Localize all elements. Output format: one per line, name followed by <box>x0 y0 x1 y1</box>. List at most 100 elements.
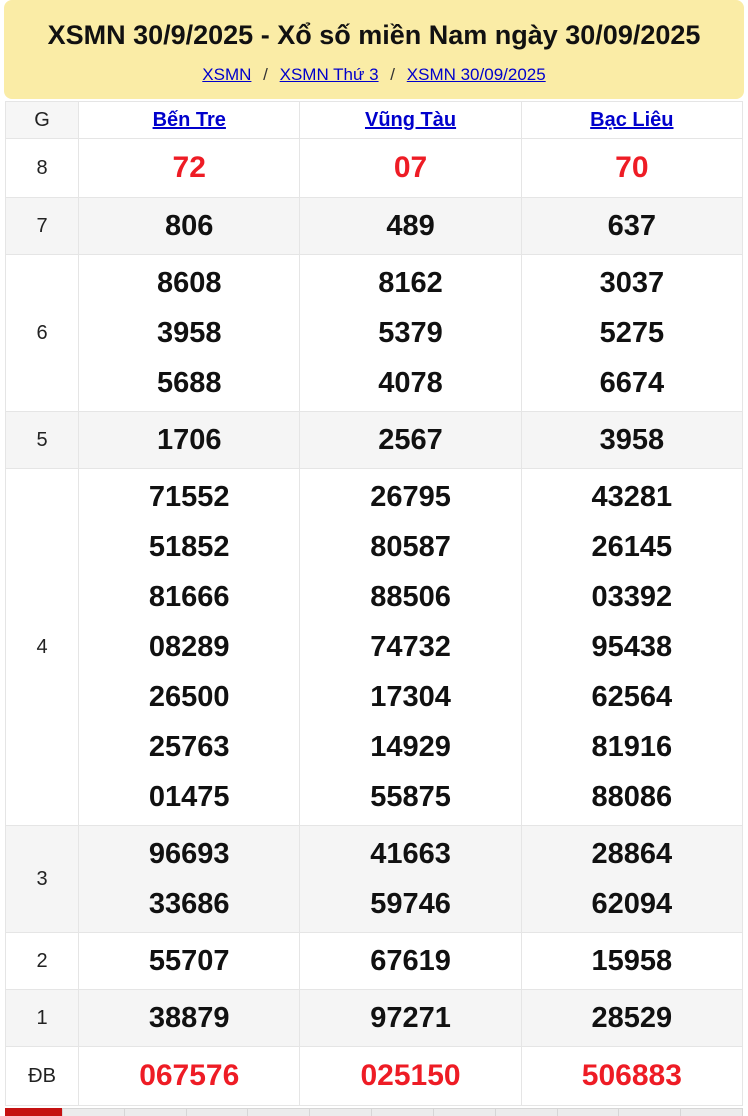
result-number: 3037 <box>599 267 665 300</box>
prize-label-1: 1 <box>4 989 80 1048</box>
prize-label-6: 6 <box>4 254 80 413</box>
next-table-cell <box>62 1108 124 1116</box>
result-number: 067576 <box>139 1059 240 1093</box>
result-number: 25763 <box>148 731 230 764</box>
result-number: 72 <box>172 151 206 185</box>
result-number: 81666 <box>148 581 230 614</box>
result-cell-prize-7-col-2: 637 <box>520 197 744 256</box>
breadcrumb-separator: / <box>263 65 268 85</box>
breadcrumb-link-xsmn[interactable]: XSMN <box>202 65 252 85</box>
result-cell-prize-6-col-2: 3037 5275 6674 <box>520 254 744 413</box>
result-number: 3958 <box>156 317 222 350</box>
next-table-cell <box>247 1108 310 1116</box>
result-number: 025150 <box>360 1059 461 1093</box>
next-table-cell <box>371 1108 433 1116</box>
result-number: 95438 <box>591 631 673 664</box>
result-number: 81916 <box>591 731 673 764</box>
result-number: 26795 <box>370 481 451 514</box>
breadcrumb: XSMN / XSMN Thứ 3 / XSMN 30/09/2025 <box>14 65 734 85</box>
prize-label-ĐB: ĐB <box>4 1046 80 1107</box>
result-number: 5275 <box>599 317 665 350</box>
result-number: 51852 <box>148 531 230 564</box>
page-title: XSMN 30/9/2025 - Xổ số miền Nam ngày 30/… <box>47 20 701 50</box>
result-cell-prize-3-col-2: 28864 62094 <box>520 825 744 934</box>
result-number: 96693 <box>148 838 230 871</box>
result-cell-prize-6-col-0: 8608 3958 5688 <box>78 254 301 413</box>
next-table-cell <box>494 1108 557 1116</box>
result-number: 17304 <box>370 681 451 714</box>
result-cell-prize-2-col-1: 67619 <box>299 932 522 991</box>
page-header: XSMN 30/9/2025 - Xổ số miền Nam ngày 30/… <box>4 0 744 100</box>
prize-column-header: G <box>4 101 80 140</box>
result-number: 07 <box>393 151 428 185</box>
result-cell-prize-1-col-0: 38879 <box>78 989 301 1048</box>
prize-row-4: 4 71552 51852 81666 08289 26500 25763 01475 2679… <box>4 468 744 827</box>
result-number: 71552 <box>148 481 230 514</box>
next-table-red-header-cell <box>5 1108 62 1116</box>
result-cell-prize-ĐB-col-2: 506883 <box>520 1046 744 1107</box>
table-header-row: G Bến Tre Vũng Tàu Bạc Liêu <box>4 101 744 140</box>
result-number: 26500 <box>148 681 230 714</box>
next-table-cell <box>618 1108 681 1116</box>
result-cell-prize-4-col-1: 26795 80587 88506 74732 17304 14929 55875 <box>299 468 522 827</box>
prize-row-1: 1 38879 97271 28529 <box>4 989 744 1048</box>
province-link-vung-tau[interactable]: Vũng Tàu <box>364 108 457 131</box>
result-cell-prize-7-col-0: 806 <box>78 197 301 256</box>
prize-label-5: 5 <box>4 411 80 470</box>
result-cell-prize-ĐB-col-0: 067576 <box>78 1046 301 1107</box>
province-link-bac-lieu[interactable]: Bạc Liêu <box>590 108 674 131</box>
result-number: 38879 <box>148 1002 230 1035</box>
prize-label-3: 3 <box>4 825 80 934</box>
prize-label-7: 7 <box>4 197 80 256</box>
breadcrumb-link-xsmn-thu-3[interactable]: XSMN Thứ 3 <box>279 65 379 85</box>
result-number: 03392 <box>591 581 673 614</box>
result-number: 74732 <box>370 631 451 664</box>
result-number: 489 <box>386 210 435 243</box>
province-link-ben-tre[interactable]: Bến Tre <box>152 108 226 131</box>
result-cell-prize-8-col-2: 70 <box>520 138 744 199</box>
next-table-cell <box>556 1108 619 1116</box>
next-table-cell <box>123 1108 186 1116</box>
result-number: 637 <box>607 210 657 243</box>
next-table-cell <box>680 1108 743 1116</box>
result-cell-prize-7-col-1: 489 <box>299 197 522 256</box>
result-number: 1706 <box>156 424 222 457</box>
result-number: 6674 <box>599 367 665 400</box>
next-table-partial <box>5 1108 743 1116</box>
breadcrumb-separator: / <box>390 65 396 85</box>
province-header-vung-tau: Vũng Tàu <box>299 101 522 140</box>
prize-label-8: 8 <box>4 138 80 199</box>
result-cell-prize-4-col-2: 43281 26145 03392 95438 62564 81916 88086 <box>520 468 744 827</box>
result-cell-prize-4-col-0: 71552 51852 81666 08289 26500 25763 01475 <box>78 468 301 827</box>
result-cell-prize-ĐB-col-1: 025150 <box>299 1046 522 1107</box>
result-number: 67619 <box>370 945 451 978</box>
result-number: 55707 <box>148 945 230 978</box>
result-number: 62094 <box>591 888 673 921</box>
result-number: 01475 <box>148 781 230 814</box>
result-number: 41663 <box>370 838 451 871</box>
prize-row-6: 6 8608 3958 5688 8162 5379 4078 3037 5275 6674 <box>4 254 744 413</box>
result-cell-prize-3-col-0: 96693 33686 <box>78 825 301 934</box>
result-number: 506883 <box>581 1059 682 1093</box>
prize-row-5: 5 1706 2567 3958 <box>4 411 744 470</box>
result-cell-prize-1-col-2: 28529 <box>520 989 744 1048</box>
prize-row-3: 3 96693 33686 41663 59746 28864 62094 <box>4 825 744 934</box>
next-table-cell <box>309 1108 372 1116</box>
result-number: 8608 <box>156 267 222 300</box>
result-number: 88506 <box>370 581 451 614</box>
result-cell-prize-8-col-1: 07 <box>299 138 522 199</box>
province-header-bac-lieu: Bạc Liêu <box>520 101 744 140</box>
prize-row-8: 8 72 07 70 <box>4 138 744 199</box>
result-number: 80587 <box>370 531 451 564</box>
result-number: 08289 <box>148 631 230 664</box>
result-number: 15958 <box>591 945 673 978</box>
result-cell-prize-8-col-0: 72 <box>78 138 301 199</box>
province-header-ben-tre: Bến Tre <box>78 101 301 140</box>
results-table: G Bến Tre Vũng Tàu Bạc Liêu 8 72 07 70 7 806 4… <box>4 101 744 1107</box>
result-number: 5688 <box>156 367 222 400</box>
result-number: 8162 <box>378 267 443 300</box>
breadcrumb-link-xsmn-date[interactable]: XSMN 30/09/2025 <box>406 65 546 85</box>
prize-row-ĐB: ĐB 067576 025150 506883 <box>4 1046 744 1107</box>
result-number: 28529 <box>591 1002 673 1035</box>
